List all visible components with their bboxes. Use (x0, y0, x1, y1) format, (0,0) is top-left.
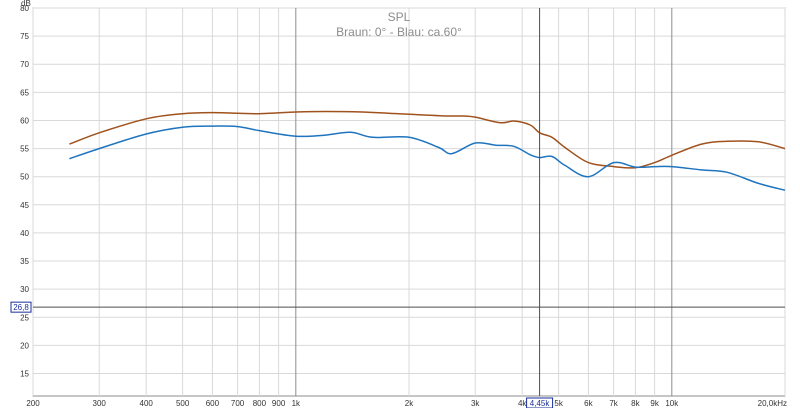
y-tick-label: 20 (20, 341, 29, 350)
x-tick-label: 600 (206, 399, 220, 408)
y-tick-label: 50 (20, 173, 29, 182)
y-tick-label: 75 (20, 32, 29, 41)
y-tick-label: 65 (20, 88, 29, 97)
y-tick-label: 60 (20, 116, 29, 125)
y-tick-label: 40 (20, 229, 29, 238)
x-tick-label: 5k (554, 399, 563, 408)
x-tick-label: 8k (631, 399, 640, 408)
x-tick-label: 400 (140, 399, 154, 408)
y-tick-label: 35 (20, 257, 29, 266)
series-lines (69, 110, 786, 191)
x-tick-label: 200 (26, 399, 40, 408)
cursor-x-label: 4,45k (530, 399, 551, 408)
grid (32, 7, 786, 396)
x-tick-label: 500 (176, 399, 190, 408)
x-tick-label: 900 (272, 399, 286, 408)
series-line-1 (69, 110, 786, 169)
cursor-y-box (10, 301, 32, 313)
y-tick-label: 25 (20, 313, 29, 322)
y-tick-label: 30 (20, 285, 29, 294)
x-tick-label: 10k (665, 399, 679, 408)
y-tick-label: 45 (20, 201, 29, 210)
x-tick-label: 3k (471, 399, 480, 408)
y-tick-label: 15 (20, 370, 29, 379)
x-tick-label: 20,0kHz (758, 399, 787, 408)
y-tick-label: 70 (20, 60, 29, 69)
chart-title: SPL (388, 10, 411, 24)
x-tick-label: 6k (584, 399, 593, 408)
series-line-2 (69, 125, 786, 191)
y-tick-label: 55 (20, 145, 29, 154)
x-tick-label: 700 (231, 399, 245, 408)
cursor-y-label: 26,8 (13, 303, 29, 312)
x-tick-label: 7k (609, 399, 618, 408)
x-tick-label: 4k (518, 399, 527, 408)
cursor: 26,8 4,45k (10, 8, 785, 408)
x-tick-label: 1k (292, 399, 301, 408)
x-tick-label: 800 (253, 399, 267, 408)
chart-subtitle: Braun: 0° - Blau: ca.60° (336, 25, 462, 39)
y-tick-label: 80 (20, 4, 29, 13)
y-axis-unit: dB (21, 0, 31, 8)
x-tick-label: 300 (93, 399, 107, 408)
cursor-x-box (526, 397, 554, 408)
x-tick-label: 2k (405, 399, 414, 408)
x-tick-labels: 200 300 400 500 600 700 800 900 1k 2k 3k 4k 5k 6k 7k 8k… (26, 399, 787, 408)
x-tick-label: 9k (650, 399, 659, 408)
y-tick-labels: 15 20 25 30 35 40 45 50 55 60 65 70 75 80 (20, 4, 29, 379)
